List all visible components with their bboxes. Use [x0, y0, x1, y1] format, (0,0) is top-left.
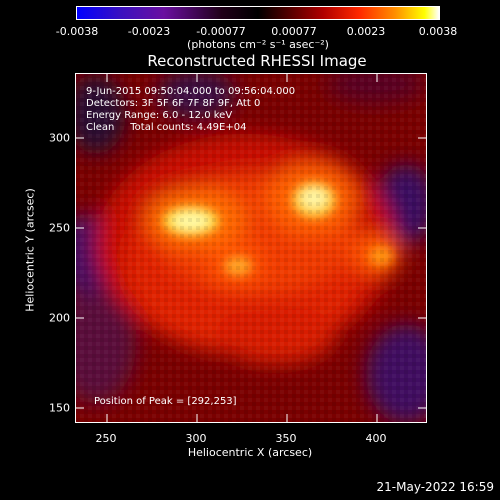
y-tick-label: 150 [49, 401, 70, 415]
clean-counts-text: Clean Total counts: 4.49E+04 [86, 122, 247, 133]
peak-position-text: Position of Peak = [292,253] [94, 396, 237, 407]
y-axis-label: Heliocentric Y (arcsec) [23, 188, 37, 312]
x-tick-label: 350 [275, 432, 297, 445]
y-tick-label: 250 [49, 221, 70, 235]
image-title: Reconstructed RHESSI Image [147, 52, 367, 70]
colorbar-tick-label: -0.0038 [55, 25, 99, 38]
colorbar-tick-label: 0.0038 [418, 25, 458, 38]
heatmap-graphic [76, 74, 426, 422]
x-tick-label: 250 [95, 432, 117, 445]
x-axis-label: Heliocentric X (arcsec) [187, 446, 313, 459]
x-tick-label: 300 [185, 432, 207, 445]
colorbar [76, 6, 440, 20]
y-tick-label: 200 [49, 311, 70, 325]
y-tick-label: 300 [49, 131, 70, 145]
colorbar-tick-label: -0.0023 [127, 25, 171, 38]
rhessi-image: 9-Jun-2015 09:50:04.000 to 09:56:04.000 … [75, 73, 427, 423]
energy-range-text: Energy Range: 6.0 - 12.0 keV [86, 110, 233, 121]
colorbar-tick-label: 0.00077 [271, 25, 317, 38]
detectors-text: Detectors: 3F 5F 6F 7F 8F 9F, Att 0 [86, 98, 261, 109]
colorbar-units: (photons cm⁻² s⁻¹ asec⁻²) [187, 38, 329, 51]
colorbar-tick-label: 0.0023 [346, 25, 386, 38]
colorbar-tick-label: -0.00077 [196, 25, 246, 38]
x-tick-label: 400 [365, 432, 387, 445]
timestamp: 21-May-2022 16:59 [376, 480, 494, 494]
time-range-text: 9-Jun-2015 09:50:04.000 to 09:56:04.000 [86, 86, 296, 97]
